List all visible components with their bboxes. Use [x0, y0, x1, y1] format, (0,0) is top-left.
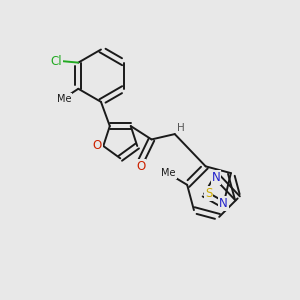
Text: Cl: Cl	[51, 55, 62, 68]
Text: O: O	[136, 160, 145, 173]
Text: Me: Me	[161, 168, 176, 178]
Text: O: O	[93, 140, 102, 152]
Text: S: S	[205, 187, 212, 200]
Text: H: H	[177, 122, 185, 133]
Text: Me: Me	[57, 94, 71, 104]
Text: N: N	[219, 197, 228, 210]
Text: N: N	[212, 171, 220, 184]
